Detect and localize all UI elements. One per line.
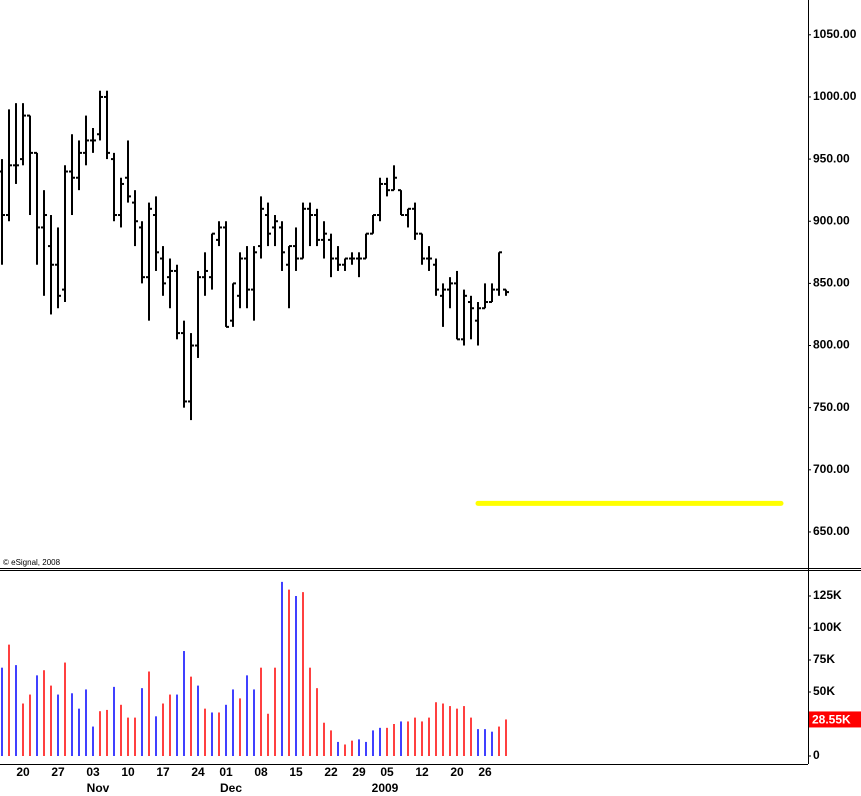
x-tick-label: 05 (380, 765, 394, 779)
y-tick-label: 700.00 (813, 462, 850, 476)
x-tick-label: 20 (16, 765, 30, 779)
x-tick-label: 01 (219, 765, 233, 779)
x-tick-label: 03 (86, 765, 100, 779)
value-label: 28.55K (812, 713, 851, 727)
copyright: © eSignal, 2008 (3, 558, 61, 567)
x-tick-label: 08 (254, 765, 268, 779)
value-label-box (809, 711, 861, 728)
x-tick-label: 22 (324, 765, 338, 779)
y-tick-label: 800.00 (813, 338, 850, 352)
x-tick-label: 15 (289, 765, 303, 779)
y-tick-label: 1000.00 (813, 89, 857, 103)
month-label: Dec (220, 781, 242, 795)
x-tick-label: 20 (450, 765, 464, 779)
y-tick-label: 750.00 (813, 400, 850, 414)
y-tick-label: 75K (813, 652, 835, 666)
x-tick-label: 26 (478, 765, 492, 779)
month-label: 2009 (372, 781, 399, 795)
x-tick-label: 29 (352, 765, 366, 779)
x-tick-label: 10 (121, 765, 135, 779)
x-tick-label: 12 (415, 765, 429, 779)
y-tick-label: 125K (813, 588, 842, 602)
y-tick-label: 950.00 (813, 151, 850, 165)
y-tick-label: 850.00 (813, 276, 850, 290)
x-tick-label: 24 (191, 765, 205, 779)
y-tick-label: 50K (813, 684, 835, 698)
y-tick-label: 900.00 (813, 213, 850, 227)
y-tick-label: 100K (813, 620, 842, 634)
y-tick-label: 650.00 (813, 524, 850, 538)
y-tick-label: 0 (813, 748, 820, 762)
x-tick-label: 17 (156, 765, 170, 779)
x-tick-label: 27 (51, 765, 65, 779)
month-label: Nov (87, 781, 110, 795)
y-tick-label: 1050.00 (813, 27, 857, 41)
